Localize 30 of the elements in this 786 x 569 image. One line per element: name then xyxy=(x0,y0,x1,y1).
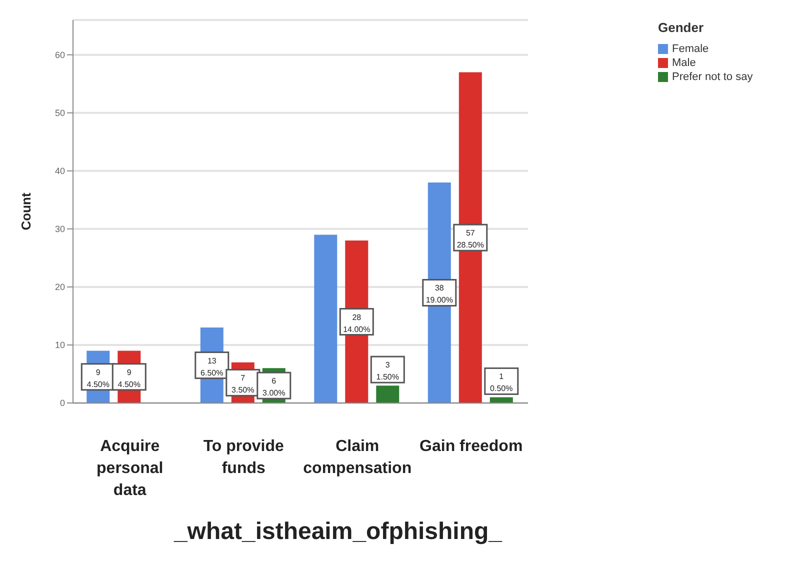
data-label: 13 6.50% xyxy=(200,356,224,378)
y-tick-label: 10 xyxy=(54,340,65,350)
y-tick-label: 20 xyxy=(54,282,65,292)
bar xyxy=(376,386,400,403)
data-label: 1 0.50% xyxy=(490,372,513,394)
y-tick-label: 60 xyxy=(54,50,65,60)
y-tick-label: 40 xyxy=(54,166,65,176)
data-label: 3 1.50% xyxy=(376,360,399,382)
y-tick-label: 50 xyxy=(54,108,65,118)
y-tick-label: 30 xyxy=(54,224,65,234)
x-axis-title: _what_istheaim_ofphishing_ xyxy=(172,518,504,546)
data-label: 7 3.50% xyxy=(232,374,254,395)
y-axis-title: Count xyxy=(18,192,34,230)
data-label: 6 3.00% xyxy=(262,376,286,398)
data-label: 38 19.00% xyxy=(426,284,453,305)
bar xyxy=(314,234,338,403)
bar xyxy=(490,397,513,403)
legend-label: Male xyxy=(672,57,696,69)
data-label: 28 14.00% xyxy=(343,312,370,334)
legend-label: Female xyxy=(672,43,709,55)
x-tick-label: Claim compensation xyxy=(303,438,412,477)
x-tick-label: Acquire personal data xyxy=(96,438,164,499)
data-label: 9 4.50% xyxy=(86,368,110,389)
legend-title: Gender xyxy=(658,20,705,35)
x-tick-label: Gain freedom xyxy=(420,438,523,455)
y-tick-label: 0 xyxy=(60,398,65,408)
x-tick-label: To provide funds xyxy=(203,438,284,477)
legend-label: Prefer not to say xyxy=(672,71,753,83)
data-label: 57 28.50% xyxy=(456,228,484,250)
data-label: 9 4.50% xyxy=(118,368,140,389)
